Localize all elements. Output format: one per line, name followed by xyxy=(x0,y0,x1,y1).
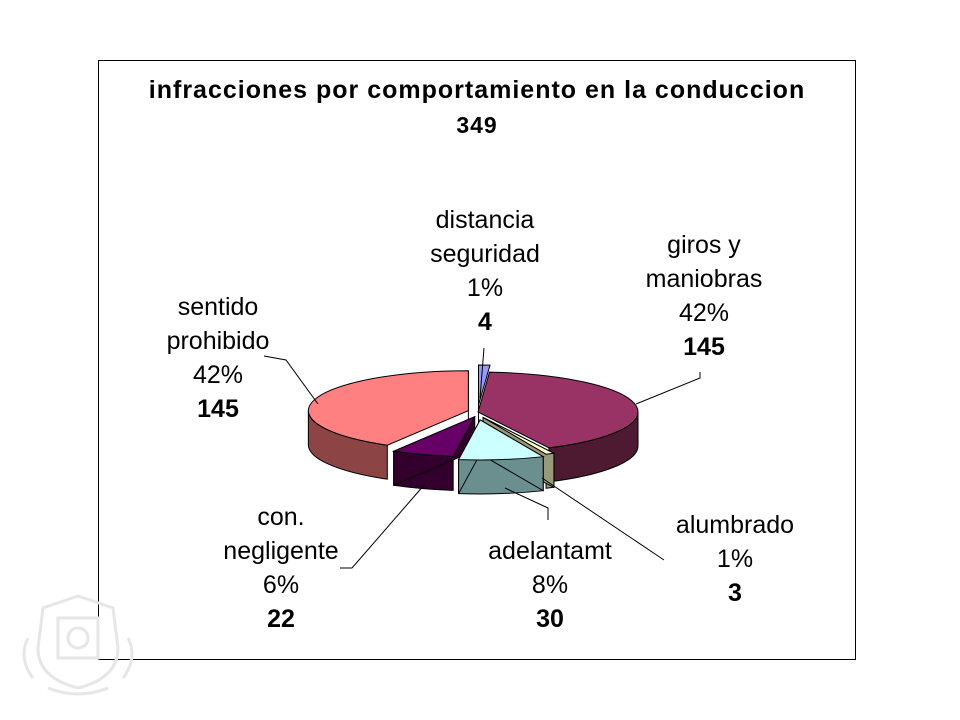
pie-slice-1 xyxy=(477,371,639,449)
label-giros-maniobras: giros y maniobras 42% 145 xyxy=(624,228,784,364)
label-sentido-prohibido: sentido prohibido 42% 145 xyxy=(148,290,288,426)
slice-label-name: alumbrado xyxy=(675,511,795,539)
slice-label-value: 30 xyxy=(536,605,564,633)
slice-label-value: 3 xyxy=(728,579,742,607)
slice-label-name: giros y maniobras xyxy=(645,231,763,293)
slice-label-value: 145 xyxy=(197,395,239,423)
slice-label-percent: 42% xyxy=(192,361,244,389)
slice-label-name: adelantamt xyxy=(488,537,612,565)
slice-label-percent: 42% xyxy=(678,299,730,327)
chart-title: infracciones por comportamiento en la co… xyxy=(98,74,856,142)
label-alumbrado: alumbrado 1% 3 xyxy=(664,508,806,610)
label-adelantamt: adelantamt 8% 30 xyxy=(480,534,620,636)
slice-label-name: distancia seguridad xyxy=(430,206,540,268)
pie-slice-3 xyxy=(457,419,545,461)
pie-slice-4 xyxy=(391,415,476,457)
watermark-seal-icon xyxy=(22,594,134,696)
slice-label-value: 4 xyxy=(478,308,492,336)
slice-label-value: 22 xyxy=(267,605,295,633)
slice-label-percent: 1% xyxy=(716,545,754,573)
leader-line-2 xyxy=(541,477,665,561)
label-distancia-seguridad: distancia seguridad 1% 4 xyxy=(400,203,570,339)
slice-label-name: sentido prohibido xyxy=(166,293,270,355)
slice-label-name: con. negligente xyxy=(223,503,339,565)
leader-line-4 xyxy=(340,483,426,569)
leader-line-1 xyxy=(635,372,701,405)
label-con-negligente: con. negligente 6% 22 xyxy=(210,500,352,636)
leader-line-0 xyxy=(479,347,485,399)
slice-label-value: 145 xyxy=(683,333,725,361)
slice-label-percent: 6% xyxy=(262,571,300,599)
pie-slice-2 xyxy=(482,417,556,455)
slice-label-percent: 8% xyxy=(531,571,569,599)
leader-line-5 xyxy=(263,355,319,405)
pie-slice-5 xyxy=(307,370,469,446)
chart-total: 349 xyxy=(456,112,498,138)
leader-line-3 xyxy=(504,487,549,520)
slice-label-percent: 1% xyxy=(466,274,504,302)
chart-frame xyxy=(98,60,856,660)
chart-title-text: infracciones por comportamiento en la co… xyxy=(148,76,806,104)
